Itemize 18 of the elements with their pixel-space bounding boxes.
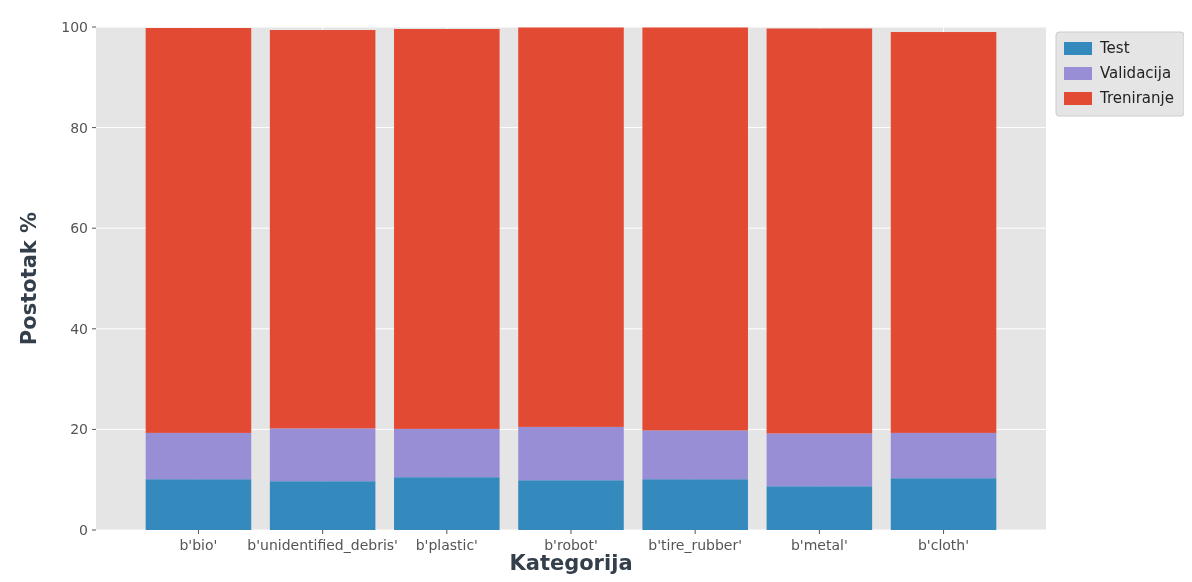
x-tick-label: b'bio' (179, 537, 218, 553)
y-tick-label: 0 (79, 521, 88, 538)
x-tick-label: b'metal' (790, 537, 848, 553)
legend-label: Test (1099, 39, 1130, 58)
x-tick-label: b'cloth' (917, 537, 970, 553)
y-tick-label: 40 (70, 320, 88, 337)
x-tick-label: b'tire_rubber' (648, 537, 743, 553)
y-tick-label: 20 (70, 421, 88, 438)
x-tick-label: b'unidentified_debris' (247, 537, 398, 553)
y-tick-label: 100 (61, 18, 88, 35)
x-axis-title: Kategorija (509, 551, 633, 575)
y-axis-title: Postotak % (17, 211, 41, 346)
y-tick-label: 80 (70, 119, 88, 136)
y-tick-label: 60 (70, 220, 88, 237)
x-tick-label: b'robot' (544, 537, 598, 553)
x-tick-label: b'plastic' (415, 537, 478, 553)
legend-label: Treniranje (1099, 89, 1174, 108)
legend-label: Validacija (1100, 64, 1172, 83)
